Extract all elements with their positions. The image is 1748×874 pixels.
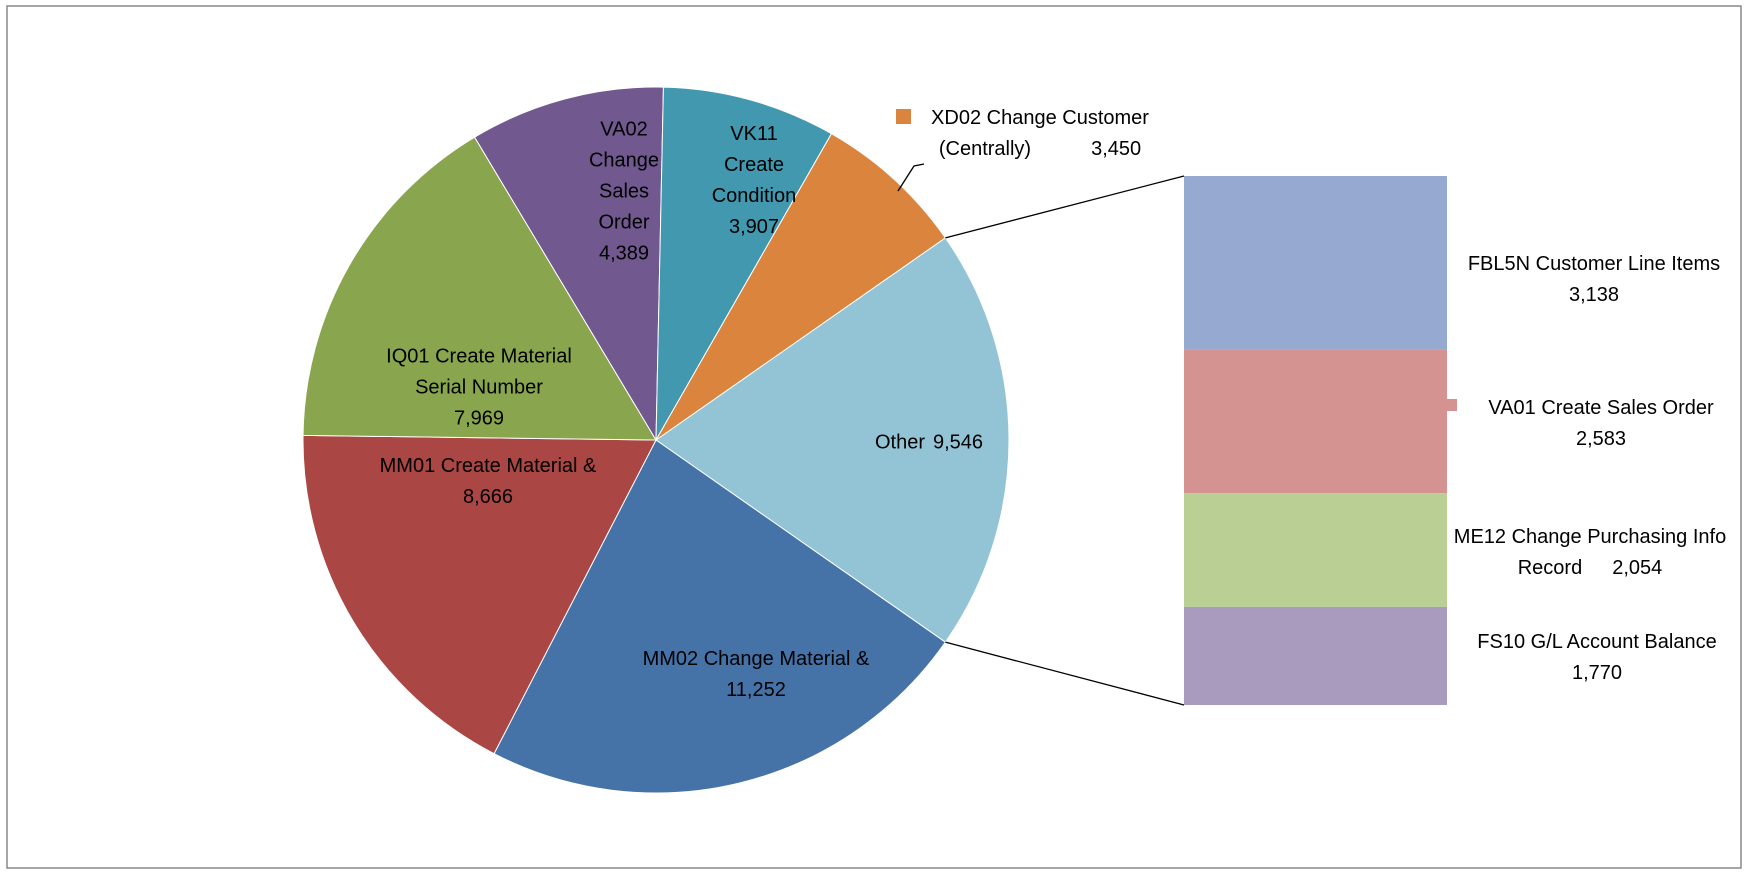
label-marker <box>1447 399 1457 411</box>
data-label: Other 9,546 <box>829 428 1029 459</box>
bar-segment <box>1184 606 1447 705</box>
label-value: 2,583 <box>1575 428 1627 450</box>
data-label: IQ01 Create Material Serial Number 7,969 <box>359 342 599 435</box>
label-name: ME12 Change Purchasing Info Record <box>1453 526 1727 579</box>
label-value: 3,907 <box>728 216 780 238</box>
label-name: XD02 Change Customer (Centrally) <box>931 107 1149 160</box>
connector-line <box>945 641 1185 706</box>
label-name: IQ01 Create Material Serial Number <box>386 345 572 399</box>
label-name: MM02 Change Material & <box>642 648 870 670</box>
label-name: MM01 Create Material & <box>379 455 597 477</box>
label-name: Other <box>874 431 925 454</box>
connector-line <box>945 175 1185 239</box>
bar-segment <box>1184 176 1447 350</box>
data-label: MM02 Change Material & 11,252 <box>611 644 901 706</box>
chart-border <box>6 5 1742 869</box>
data-label: VA02 Change Sales Order 4,389 <box>572 115 677 270</box>
label-value: 4,389 <box>598 242 650 265</box>
label-value: 2,054 <box>1612 557 1663 579</box>
label-value: 3,450 <box>1091 138 1142 160</box>
data-label: FS10 G/L Account Balance 1,770 <box>1447 627 1747 689</box>
label-name: VA02 Change Sales Order <box>588 118 660 234</box>
pie-slice <box>493 439 947 794</box>
label-value: 3,138 <box>1568 284 1620 306</box>
pie-slice <box>302 434 657 755</box>
pie-slice <box>302 136 657 441</box>
label-name: FBL5N Customer Line Items <box>1467 253 1721 275</box>
data-label: MM01 Create Material & 8,666 <box>343 451 633 513</box>
bar-segment <box>1184 493 1447 607</box>
label-value: 9,546 <box>932 431 984 454</box>
data-label: VK11 Create Condition 3,907 <box>702 119 807 243</box>
label-value: 11,252 <box>726 679 786 701</box>
pie-slice <box>655 133 947 441</box>
data-label: XD02 Change Customer (Centrally) 3,450 <box>890 103 1190 165</box>
label-value: 7,969 <box>453 407 505 430</box>
pie-slice-other <box>655 237 1010 643</box>
label-name: VA01 Create Sales Order <box>1488 397 1714 419</box>
bar-segment <box>1184 349 1447 494</box>
label-name: FS10 G/L Account Balance <box>1477 631 1717 653</box>
pie-slice <box>473 86 664 442</box>
label-value: 1,770 <box>1571 662 1623 684</box>
data-label: VA01 Create Sales Order 2,583 <box>1456 393 1746 455</box>
label-value: 8,666 <box>462 486 514 508</box>
leader-line <box>897 163 925 192</box>
label-marker <box>896 109 911 124</box>
data-label: FBL5N Customer Line Items 3,138 <box>1444 249 1744 311</box>
pie-slice <box>655 86 833 441</box>
data-label: ME12 Change Purchasing Info Record 2,054 <box>1430 522 1748 584</box>
label-name: VK11 Create Condition <box>711 123 797 207</box>
